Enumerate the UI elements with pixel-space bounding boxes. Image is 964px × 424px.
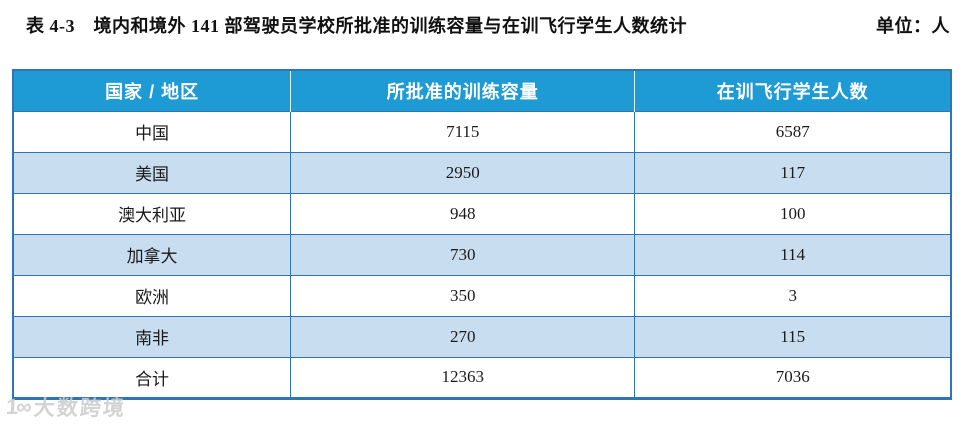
unit-label: 单位：人	[876, 16, 950, 36]
column-header-country: 国家 / 地区	[13, 70, 291, 111]
students-cell: 3	[634, 274, 951, 316]
column-header-students: 在训飞行学生人数	[634, 70, 951, 111]
country-cell: 中国	[13, 110, 291, 152]
capacity-cell: 2950	[290, 151, 635, 193]
table-body: 中国 7115 6587 美国 2950 117 澳大利亚 948 100 加拿大 730 114 欧洲…	[13, 110, 951, 398]
watermark: 1∞ 大数跨境	[5, 392, 127, 422]
table-header: 国家 / 地区 所批准的训练容量 在训飞行学生人数	[13, 70, 951, 111]
table-row: 南非 270 115	[13, 315, 951, 357]
country-cell: 美国	[13, 151, 291, 193]
column-header-capacity: 所批准的训练容量	[290, 70, 635, 111]
capacity-cell: 730	[290, 233, 635, 275]
students-cell: 6587	[634, 110, 951, 152]
watermark-logo-icon: 1∞	[5, 394, 31, 419]
students-cell: 100	[634, 192, 951, 234]
students-cell: 7036	[634, 356, 951, 398]
country-cell: 澳大利亚	[13, 192, 291, 234]
country-cell: 合计	[13, 356, 291, 398]
country-cell: 加拿大	[13, 233, 291, 275]
capacity-cell: 270	[290, 315, 635, 357]
country-cell: 南非	[13, 315, 291, 357]
table-caption: 表 4-3 境内和境外 141 部驾驶员学校所批准的训练容量与在训飞行学生人数统…	[26, 12, 950, 38]
country-cell: 欧洲	[13, 274, 291, 316]
table-row: 欧洲 350 3	[13, 274, 951, 316]
table-row: 中国 7115 6587	[13, 110, 951, 152]
capacity-cell: 7115	[290, 110, 635, 152]
capacity-cell: 350	[290, 274, 635, 316]
students-cell: 115	[634, 315, 951, 357]
capacity-cell: 12363	[290, 356, 635, 398]
table-row: 合计 12363 7036	[13, 356, 951, 398]
table-row: 美国 2950 117	[13, 151, 951, 193]
header-row: 国家 / 地区 所批准的训练容量 在训飞行学生人数	[13, 70, 951, 111]
page: 表 4-3 境内和境外 141 部驾驶员学校所批准的训练容量与在训飞行学生人数统…	[0, 12, 964, 424]
data-table: 国家 / 地区 所批准的训练容量 在训飞行学生人数 中国 7115 6587 美国 29…	[12, 69, 952, 400]
students-cell: 117	[634, 151, 951, 193]
table-row: 澳大利亚 948 100	[13, 192, 951, 234]
table-title: 表 4-3 境内和境外 141 部驾驶员学校所批准的训练容量与在训飞行学生人数统…	[26, 16, 687, 36]
students-cell: 114	[634, 233, 951, 275]
watermark-text: 大数跨境	[33, 397, 127, 420]
table-row: 加拿大 730 114	[13, 233, 951, 275]
capacity-cell: 948	[290, 192, 635, 234]
